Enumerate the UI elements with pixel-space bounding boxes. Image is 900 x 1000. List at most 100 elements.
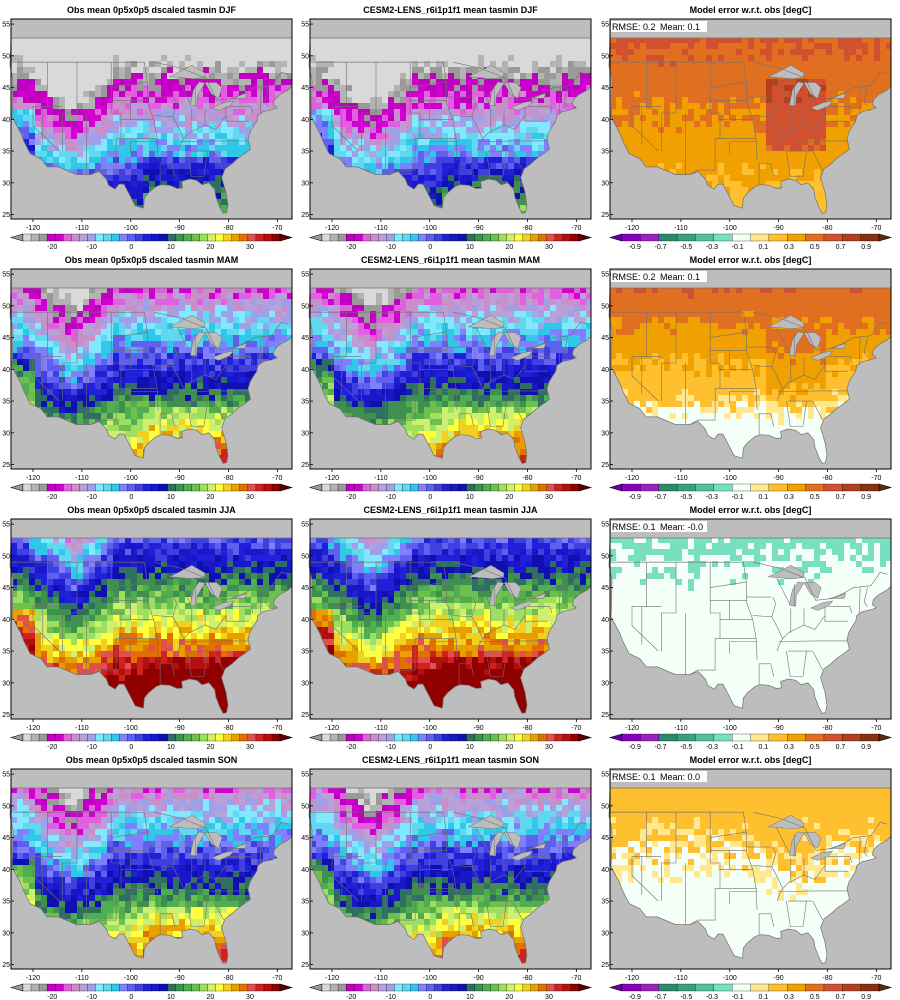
error-stats-bg (611, 271, 707, 282)
colorbar-segment (151, 983, 160, 992)
colorbar-segment (394, 483, 403, 492)
coastline (608, 287, 892, 464)
colorbar-segment (71, 733, 80, 742)
colorbar-label: 20 (207, 494, 215, 501)
colorbar-segment (378, 483, 387, 492)
colorbar-label: 0.5 (810, 744, 820, 751)
error-map-panel: -120 -110 -100 -90 -80 -70 25 30 35 40 45 50 55 (601, 268, 892, 482)
state-boundary (177, 827, 191, 854)
colorbar-label: 10 (466, 494, 474, 501)
colorbar-label: 0.7 (836, 744, 846, 751)
x-tick-label: -90 (474, 225, 484, 232)
x-tick-label: -90 (175, 975, 185, 982)
colorbar-high-arrow (578, 483, 593, 492)
lake (767, 565, 805, 579)
colorbar-segment (768, 483, 788, 492)
colorbar-label: 0.9 (861, 994, 871, 1000)
state-boundary (453, 561, 588, 601)
state-boundary (443, 312, 458, 411)
obs-panel-title: Obs mean 0p5x0p5 dscaled tasmin DJF (67, 5, 237, 15)
colorbar-segment (46, 983, 56, 992)
x-tick-label: -90 (774, 225, 784, 232)
colorbar-segment (167, 733, 177, 742)
colorbar-label: 20 (506, 994, 514, 1000)
y-tick-label: 30 (2, 180, 10, 187)
state-boundary (410, 331, 447, 338)
x-tick-label: -80 (522, 475, 532, 482)
state-boundary (661, 62, 677, 152)
colorbar-label: 30 (545, 994, 553, 1000)
x-tick-label: -80 (223, 225, 233, 232)
state-boundary (828, 856, 853, 864)
colorbar-segment (474, 983, 484, 992)
state-boundary (631, 356, 662, 402)
lake (803, 832, 822, 849)
colorbar-segment (362, 733, 371, 742)
state-boundary (776, 827, 790, 854)
rmse-label: RMSE: 0.1 (612, 772, 656, 782)
lake (789, 331, 805, 357)
y-tick-label: 35 (601, 649, 609, 656)
colorbar-label: 0 (428, 744, 432, 751)
colorbar-segment (498, 483, 508, 492)
colorbar-segment (506, 983, 516, 992)
x-tick-label: -80 (223, 975, 233, 982)
colorbar-label: -0.9 (629, 244, 641, 251)
colorbar-segment (87, 483, 96, 492)
colorbar-segment (247, 733, 257, 742)
state-boundary (229, 106, 254, 114)
colorbar-segment (167, 483, 177, 492)
colorbar-segment (30, 233, 40, 242)
state-boundary (264, 87, 269, 107)
y-tick-label: 40 (301, 617, 309, 624)
lake (204, 832, 223, 849)
colorbar-segment (271, 483, 281, 492)
state-boundary (812, 150, 823, 171)
state-boundary (778, 890, 848, 892)
lake (168, 565, 206, 579)
colorbar-segment (482, 483, 492, 492)
colorbar-segment (255, 483, 265, 492)
colorbar-segment (713, 983, 733, 992)
state-boundary (486, 651, 503, 677)
colorbar-segment (676, 483, 696, 492)
colorbar-segment (713, 233, 733, 242)
state-boundary (32, 856, 63, 902)
colorbar-low-arrow (9, 733, 24, 742)
colorbar-segment (426, 483, 435, 492)
colorbar-label: 30 (246, 494, 254, 501)
colorbar-segment (215, 733, 225, 742)
colorbar-segment (239, 233, 249, 242)
state-boundary (177, 577, 191, 604)
colorbar-label: 0.5 (810, 994, 820, 1000)
colorbar-segment (223, 483, 233, 492)
colorbar-segment (768, 983, 788, 992)
x-tick-label: -100 (124, 975, 138, 982)
colorbar-segment (640, 233, 660, 242)
x-tick-label: -110 (374, 225, 388, 232)
y-tick-label: 30 (2, 680, 10, 687)
colorbar-low-arrow (9, 983, 24, 992)
colorbar-segment (183, 483, 193, 492)
colorbar-segment (570, 983, 580, 992)
state-boundary (159, 663, 175, 685)
state-boundary (225, 606, 249, 622)
y-tick-label: 40 (301, 117, 309, 124)
y-tick-label: 45 (601, 335, 609, 342)
state-boundary (512, 400, 523, 421)
colorbar-segment (207, 983, 217, 992)
lake (467, 65, 505, 79)
colorbar-segment (490, 733, 500, 742)
x-tick-label: -90 (774, 475, 784, 482)
state-boundary (177, 115, 227, 152)
x-tick-label: -80 (822, 475, 832, 482)
lake (489, 81, 505, 107)
state-boundary (62, 812, 78, 902)
state-boundary (661, 312, 677, 402)
state-boundary (177, 865, 227, 902)
colorbar-segment (490, 983, 500, 992)
colorbar-segment (167, 233, 177, 242)
colorbar-label: -20 (346, 994, 356, 1000)
colorbar-segment (239, 733, 249, 742)
colorbar-segment (823, 733, 843, 742)
